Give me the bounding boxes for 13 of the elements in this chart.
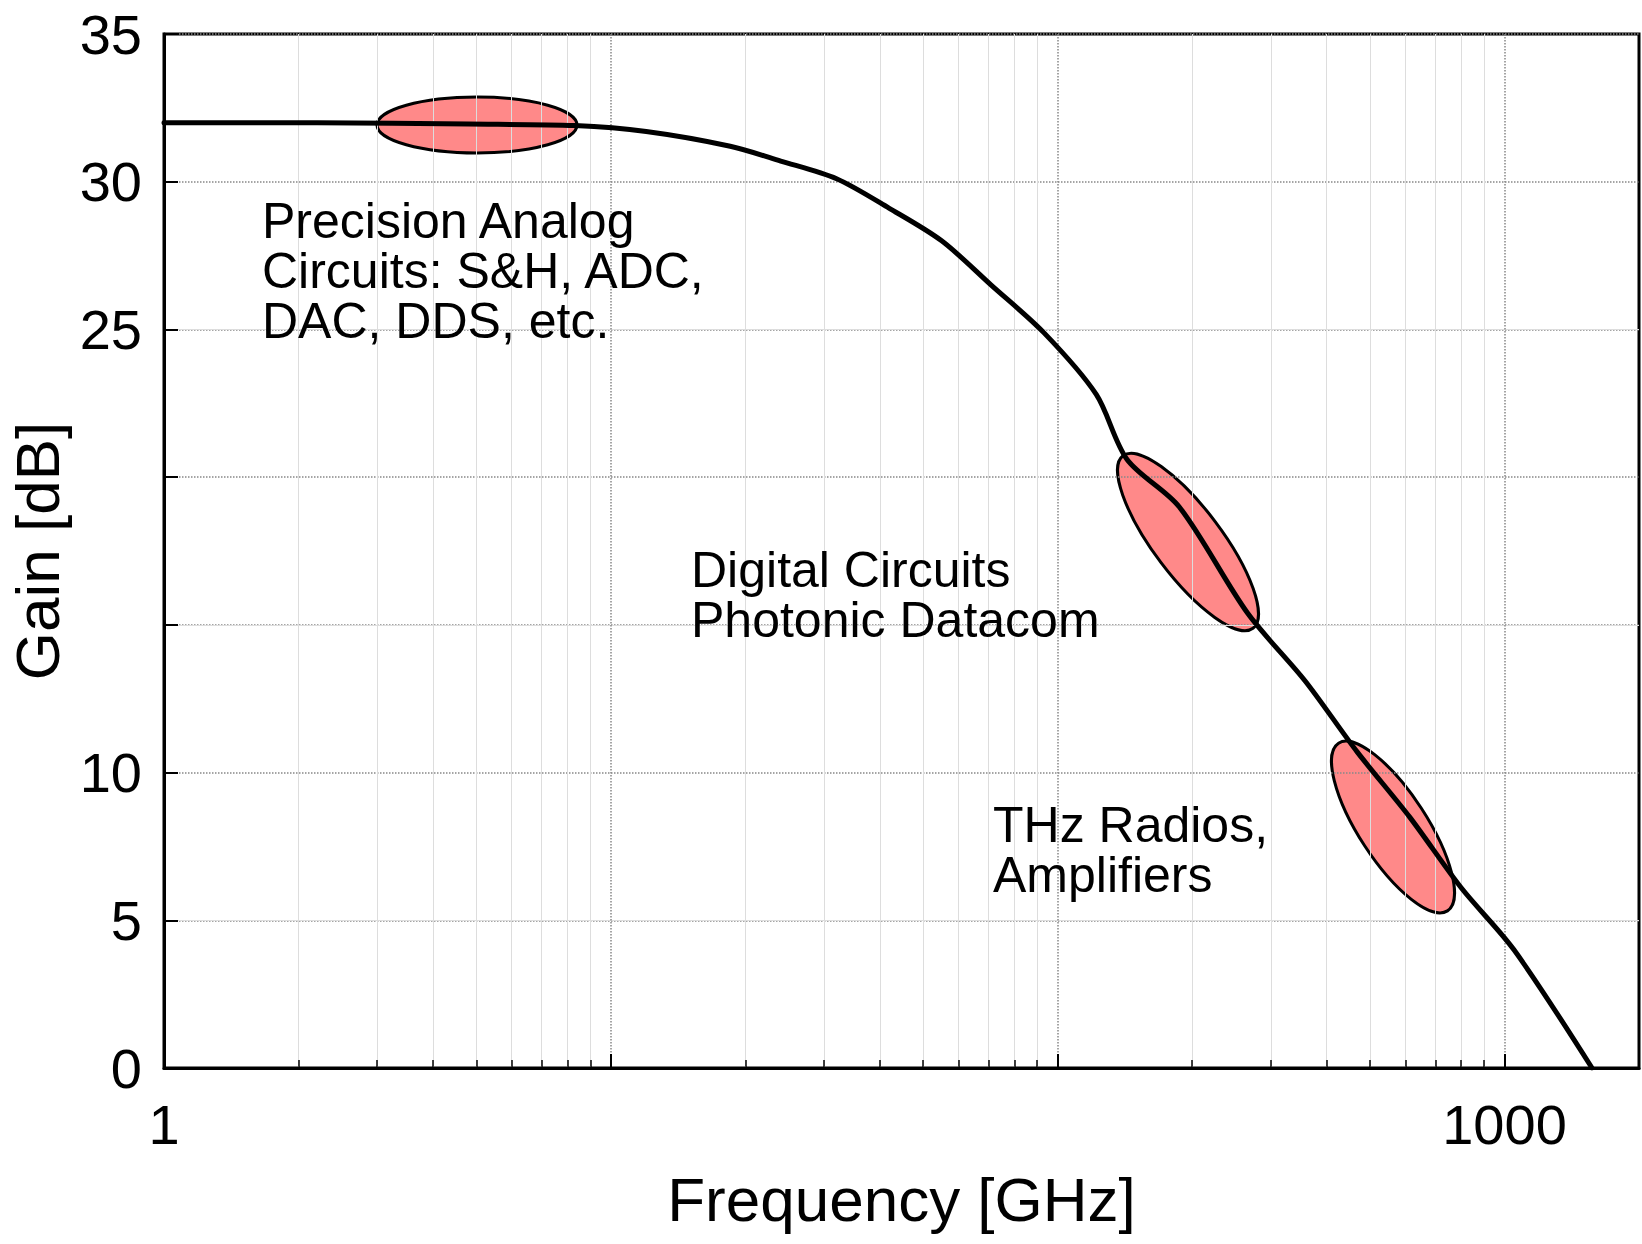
x-tick-label: 1 <box>148 1092 180 1156</box>
annotation: Digital Circuits Photonic Datacom <box>691 542 1100 648</box>
x-tick-label: 1000 <box>1442 1092 1567 1156</box>
y-tick-label: 30 <box>79 150 142 214</box>
y-tick-label: 5 <box>110 888 142 952</box>
y-axis-title: Gain [dB] <box>3 421 73 681</box>
y-tick-label: 25 <box>79 297 142 361</box>
y-tick-label: 0 <box>110 1036 142 1100</box>
y-tick-label: 35 <box>79 2 142 66</box>
annotation: Precision Analog Circuits: S&H, ADC, DAC, DDS, etc. <box>262 193 704 349</box>
annotation: THz Radios, Amplifiers <box>993 797 1269 903</box>
x-axis-title: Frequency [GHz] <box>667 1164 1136 1234</box>
y-tick-label: 10 <box>79 741 142 805</box>
